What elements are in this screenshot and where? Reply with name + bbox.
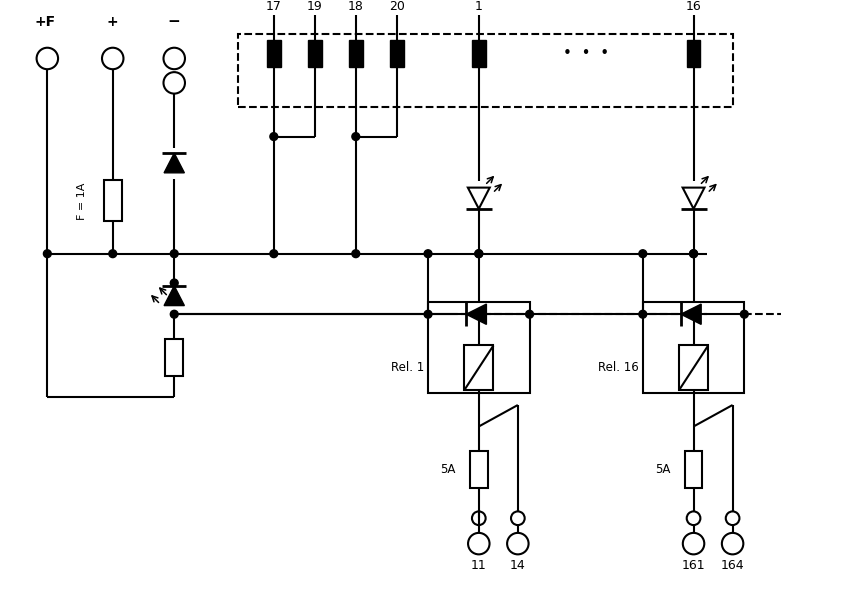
Text: 1: 1 bbox=[475, 0, 483, 13]
Text: Rel. 16: Rel. 16 bbox=[598, 361, 639, 375]
Circle shape bbox=[639, 250, 647, 257]
Polygon shape bbox=[164, 286, 185, 306]
Bar bbox=[685, 451, 703, 488]
Circle shape bbox=[270, 132, 277, 140]
Text: 11: 11 bbox=[471, 559, 487, 572]
Text: 16: 16 bbox=[685, 0, 702, 13]
Text: •  •  •: • • • bbox=[564, 46, 609, 61]
Text: 17: 17 bbox=[266, 0, 282, 13]
Circle shape bbox=[740, 310, 748, 318]
Text: 14: 14 bbox=[510, 559, 526, 572]
Text: F = 1A: F = 1A bbox=[77, 182, 88, 220]
Polygon shape bbox=[164, 153, 185, 173]
Text: 20: 20 bbox=[389, 0, 405, 13]
Polygon shape bbox=[681, 304, 701, 325]
Bar bbox=[390, 40, 404, 67]
Bar bbox=[428, 301, 529, 393]
Circle shape bbox=[639, 310, 647, 318]
Circle shape bbox=[424, 250, 432, 257]
Bar bbox=[104, 181, 121, 221]
Text: 164: 164 bbox=[721, 559, 745, 572]
Circle shape bbox=[475, 250, 483, 257]
Bar bbox=[686, 40, 700, 67]
Circle shape bbox=[109, 250, 117, 257]
Circle shape bbox=[170, 310, 178, 318]
Text: +: + bbox=[107, 15, 119, 29]
Bar bbox=[643, 301, 744, 393]
Bar bbox=[679, 345, 708, 390]
Text: 19: 19 bbox=[307, 0, 323, 13]
Circle shape bbox=[526, 310, 533, 318]
Circle shape bbox=[352, 132, 360, 140]
Bar bbox=[308, 40, 321, 67]
Circle shape bbox=[690, 250, 698, 257]
Bar bbox=[166, 339, 183, 376]
Circle shape bbox=[270, 250, 277, 257]
Circle shape bbox=[475, 250, 483, 257]
Text: 5A: 5A bbox=[440, 463, 455, 476]
Text: 5A: 5A bbox=[655, 463, 670, 476]
Bar bbox=[472, 40, 485, 67]
Text: Rel. 1: Rel. 1 bbox=[391, 361, 424, 375]
Bar bbox=[267, 40, 281, 67]
Bar bbox=[470, 451, 488, 488]
Text: 18: 18 bbox=[348, 0, 363, 13]
Circle shape bbox=[352, 250, 360, 257]
Circle shape bbox=[424, 310, 432, 318]
Text: 161: 161 bbox=[682, 559, 705, 572]
Bar bbox=[238, 34, 733, 107]
Text: +F: +F bbox=[35, 15, 56, 29]
Text: −: − bbox=[168, 14, 180, 29]
Bar bbox=[349, 40, 362, 67]
Circle shape bbox=[44, 250, 52, 257]
Polygon shape bbox=[466, 304, 486, 325]
Circle shape bbox=[170, 250, 178, 257]
Circle shape bbox=[170, 279, 178, 287]
Circle shape bbox=[690, 250, 698, 257]
Bar bbox=[464, 345, 493, 390]
